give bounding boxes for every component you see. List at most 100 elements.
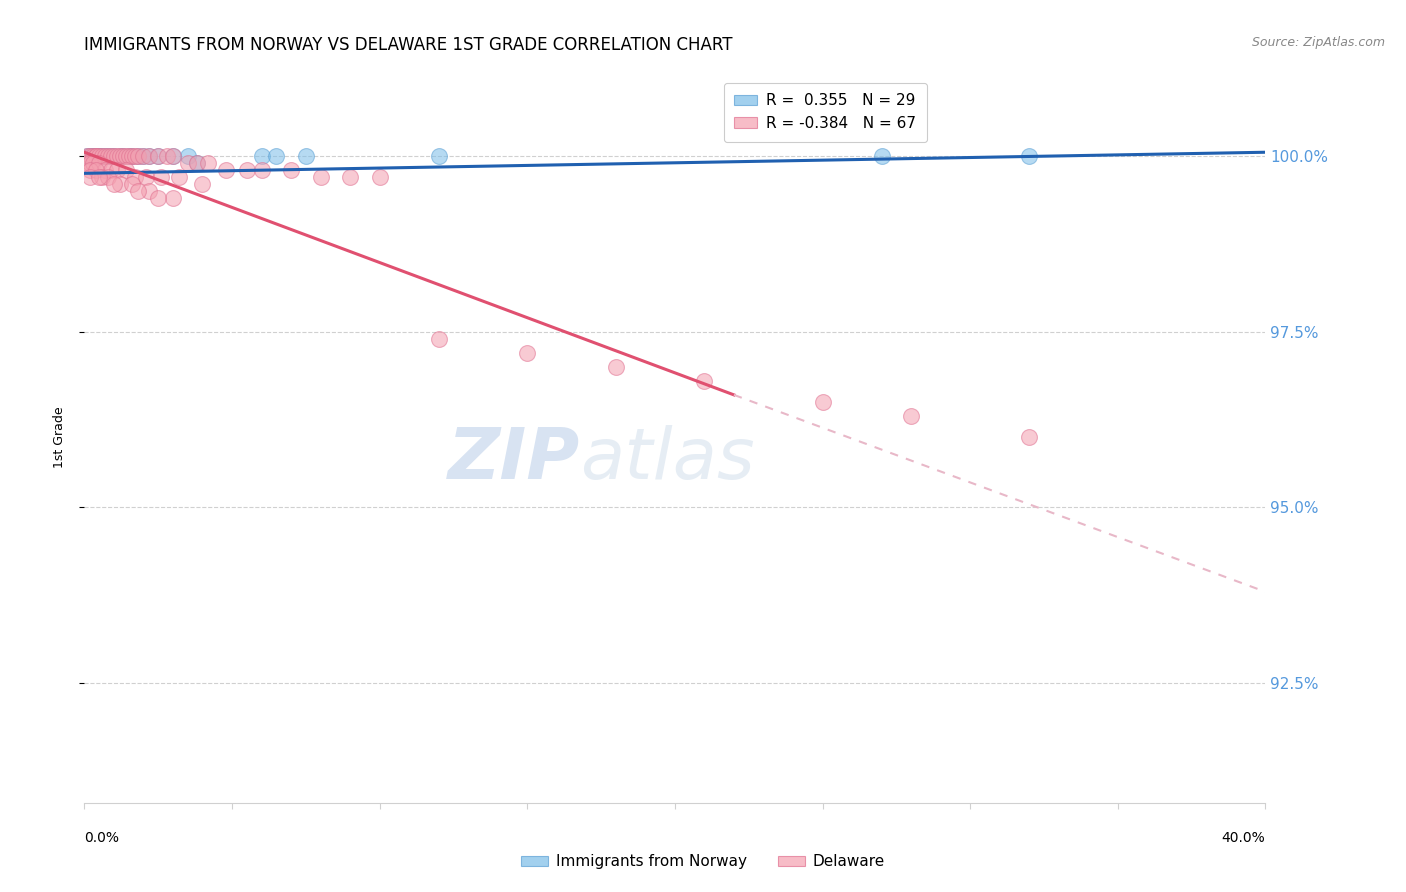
Point xyxy=(1018,430,1040,444)
Point xyxy=(250,149,273,163)
Point xyxy=(114,149,136,163)
Point xyxy=(138,184,160,198)
Point xyxy=(132,149,155,163)
Point xyxy=(162,191,184,205)
Point xyxy=(79,169,101,184)
Point xyxy=(100,149,122,163)
Text: atlas: atlas xyxy=(581,425,755,493)
Point xyxy=(177,149,200,163)
Point xyxy=(82,149,104,163)
Point xyxy=(89,149,111,163)
Point xyxy=(148,191,170,205)
Point xyxy=(94,162,117,177)
Text: 0.0%: 0.0% xyxy=(84,831,120,845)
Point xyxy=(84,149,107,163)
Point xyxy=(309,169,332,184)
Point xyxy=(108,149,131,163)
Point xyxy=(91,169,114,184)
Text: ZIP: ZIP xyxy=(449,425,581,493)
Point xyxy=(105,149,128,163)
Point xyxy=(79,149,101,163)
Point xyxy=(118,149,141,163)
Point xyxy=(84,149,107,163)
Text: IMMIGRANTS FROM NORWAY VS DELAWARE 1ST GRADE CORRELATION CHART: IMMIGRANTS FROM NORWAY VS DELAWARE 1ST G… xyxy=(84,36,733,54)
Point xyxy=(127,149,149,163)
Point xyxy=(156,149,179,163)
Point xyxy=(97,149,120,163)
Point xyxy=(103,149,125,163)
Legend: R =  0.355   N = 29, R = -0.384   N = 67: R = 0.355 N = 29, R = -0.384 N = 67 xyxy=(724,83,927,142)
Point xyxy=(84,162,107,177)
Point xyxy=(118,149,141,163)
Point xyxy=(368,169,391,184)
Point xyxy=(89,169,111,184)
Point xyxy=(76,149,98,163)
Legend: Immigrants from Norway, Delaware: Immigrants from Norway, Delaware xyxy=(515,848,891,875)
Point xyxy=(693,374,716,388)
Point xyxy=(197,155,219,169)
Point xyxy=(94,149,117,163)
Point xyxy=(79,162,101,177)
Point xyxy=(111,149,134,163)
Point xyxy=(121,149,143,163)
Point xyxy=(97,169,120,184)
Point xyxy=(162,149,184,163)
Point xyxy=(84,149,107,163)
Point xyxy=(186,155,208,169)
Point xyxy=(89,149,111,163)
Point xyxy=(215,162,238,177)
Y-axis label: 1st Grade: 1st Grade xyxy=(53,406,66,468)
Point xyxy=(135,169,157,184)
Point xyxy=(605,359,627,374)
Point xyxy=(97,149,120,163)
Point xyxy=(127,149,149,163)
Point xyxy=(295,149,318,163)
Point xyxy=(264,149,288,163)
Point xyxy=(108,177,131,191)
Point xyxy=(89,155,111,169)
Point xyxy=(100,149,122,163)
Point xyxy=(82,149,104,163)
Point xyxy=(162,149,184,163)
Point xyxy=(100,162,122,177)
Point xyxy=(103,149,125,163)
Point xyxy=(89,149,111,163)
Point xyxy=(79,149,101,163)
Point xyxy=(132,149,155,163)
Point xyxy=(148,149,170,163)
Point xyxy=(427,332,450,346)
Point xyxy=(91,149,114,163)
Point xyxy=(900,409,922,423)
Point xyxy=(1018,149,1040,163)
Point xyxy=(105,162,128,177)
Point xyxy=(91,149,114,163)
Point xyxy=(82,149,104,163)
Point xyxy=(124,149,146,163)
Point xyxy=(76,155,98,169)
Point xyxy=(250,162,273,177)
Point xyxy=(516,345,538,359)
Point xyxy=(103,177,125,191)
Point xyxy=(150,169,173,184)
Point xyxy=(138,149,160,163)
Point xyxy=(111,149,134,163)
Point xyxy=(79,155,101,169)
Point xyxy=(138,149,160,163)
Point xyxy=(82,155,104,169)
Point xyxy=(177,155,200,169)
Point xyxy=(236,162,259,177)
Point xyxy=(121,177,143,191)
Point xyxy=(94,149,117,163)
Text: 40.0%: 40.0% xyxy=(1222,831,1265,845)
Point xyxy=(811,395,834,409)
Point xyxy=(167,169,190,184)
Point xyxy=(108,149,131,163)
Text: Source: ZipAtlas.com: Source: ZipAtlas.com xyxy=(1251,36,1385,49)
Point xyxy=(339,169,361,184)
Point xyxy=(148,149,170,163)
Point xyxy=(114,162,136,177)
Point xyxy=(121,149,143,163)
Point xyxy=(191,177,214,191)
Point xyxy=(124,169,146,184)
Point xyxy=(76,149,98,163)
